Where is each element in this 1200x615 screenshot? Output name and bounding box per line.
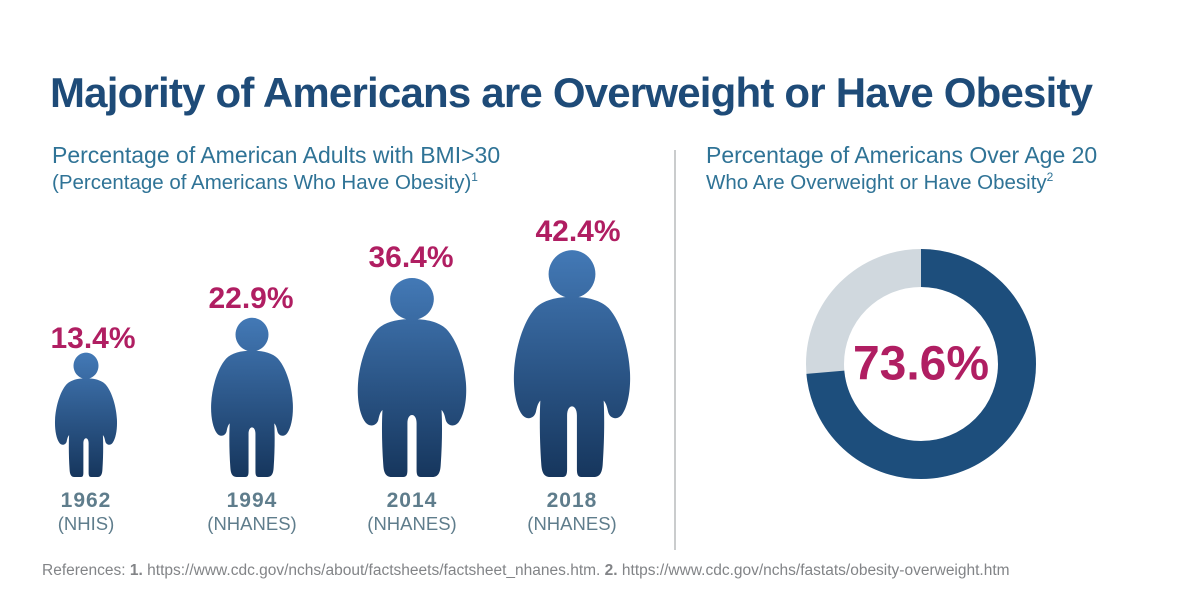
footnote-marker-1: 1 xyxy=(471,170,478,185)
person-figure-2018 xyxy=(513,250,631,477)
donut-value-arc xyxy=(806,249,1036,479)
left-chart-title: Percentage of American Adults with BMI>3… xyxy=(52,142,652,195)
person-figure-1994 xyxy=(211,317,293,477)
survey-text: (NHIS) xyxy=(57,513,115,535)
right-chart-title-line2-text: Who Are Overweight or Have Obesity xyxy=(706,171,1047,195)
donut-center-value: 73.6% xyxy=(852,337,990,391)
pictogram-chart xyxy=(54,250,631,477)
person-figure-1962 xyxy=(54,352,118,477)
reference-1-url: https://www.cdc.gov/nchs/about/factsheet… xyxy=(147,562,601,579)
reference-2-url: https://www.cdc.gov/nchs/fastats/obesity… xyxy=(621,562,1010,579)
year-text: 1994 xyxy=(226,489,278,512)
figure-year-label-1962: 1962 (NHIS) xyxy=(58,489,115,534)
left-chart-title-line2: (Percentage of Americans Who Have Obesit… xyxy=(52,171,652,195)
survey-text: (NHANES) xyxy=(367,513,457,535)
footnote-marker-2: 2 xyxy=(1046,170,1054,185)
figure-year-label-2014: 2014 (NHANES) xyxy=(367,489,456,534)
page-title: Majority of Americans are Overweight or … xyxy=(50,69,1093,116)
right-chart-title-line1: Percentage of Americans Over Age 20 xyxy=(706,142,1098,168)
survey-text: (NHANES) xyxy=(207,513,297,535)
figure-percent-label-2014: 36.4% xyxy=(368,241,454,274)
year-text: 2018 xyxy=(546,489,598,512)
figure-year-label-2018: 2018 (NHANES) xyxy=(527,489,616,534)
reference-2-number: 2. xyxy=(604,562,618,579)
survey-text: (NHANES) xyxy=(527,513,617,535)
figure-year-label-1994: 1994 (NHANES) xyxy=(207,489,296,534)
left-chart-title-line1: Percentage of American Adults with BMI>3… xyxy=(52,142,501,168)
reference-1-number: 1. xyxy=(129,562,143,579)
right-chart-title: Percentage of Americans Over Age 20 Who … xyxy=(706,142,1176,195)
figure-percent-label-2018: 42.4% xyxy=(535,215,621,248)
figure-percent-label-1994: 22.9% xyxy=(208,282,294,315)
figure-percent-label-1962: 13.4% xyxy=(50,322,136,355)
year-text: 1962 xyxy=(60,489,112,512)
right-chart-title-line2: Who Are Overweight or Have Obesity2 xyxy=(706,171,1176,195)
year-text: 2014 xyxy=(386,489,438,512)
donut-chart xyxy=(806,249,1036,479)
left-chart-title-line2-text: (Percentage of Americans Who Have Obesit… xyxy=(52,171,472,195)
references-prefix: References: xyxy=(42,562,126,579)
person-figure-2014 xyxy=(357,278,467,477)
references-line: References: 1. https://www.cdc.gov/nchs/… xyxy=(42,561,1182,581)
section-divider xyxy=(674,150,676,550)
